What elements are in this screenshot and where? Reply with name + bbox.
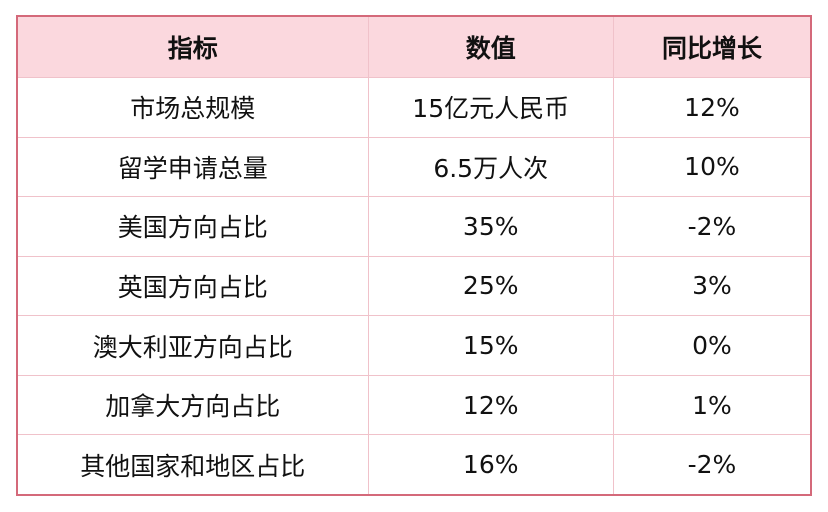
table-cell: 3%	[612, 255, 812, 317]
table-cell: 15亿元人民币	[367, 77, 614, 138]
table-cell: 15%	[367, 315, 614, 376]
column-header: 同比增长	[612, 15, 812, 78]
header-row: 指标 数值 同比增长	[16, 15, 812, 78]
table-row: 澳大利亚方向占比 15% 0%	[16, 315, 812, 376]
table-cell: -2%	[612, 196, 812, 257]
table-cell: 10%	[612, 136, 812, 198]
table-cell: 0%	[612, 315, 812, 376]
table-cell: 澳大利亚方向占比	[16, 315, 369, 376]
data-table: 指标 数值 同比增长 市场总规模 15亿元人民币 12% 留学申请总量 6.5万人次 10% 美…	[16, 15, 812, 496]
table-cell: -2%	[612, 434, 812, 496]
table-cell: 6.5万人次	[367, 136, 614, 198]
table-row: 英国方向占比 25% 3%	[16, 255, 812, 317]
table-cell: 加拿大方向占比	[16, 374, 369, 436]
column-header: 数值	[367, 15, 614, 78]
table-row: 美国方向占比 35% -2%	[16, 196, 812, 257]
table-row: 留学申请总量 6.5万人次 10%	[16, 136, 812, 198]
table-cell: 美国方向占比	[16, 196, 369, 257]
table-cell: 1%	[612, 374, 812, 436]
table-cell: 35%	[367, 196, 614, 257]
table-cell: 25%	[367, 255, 614, 317]
table-row: 加拿大方向占比 12% 1%	[16, 374, 812, 436]
table-cell: 16%	[367, 434, 614, 496]
table-cell: 其他国家和地区占比	[16, 434, 369, 496]
table-cell: 12%	[367, 374, 614, 436]
table-cell: 12%	[612, 77, 812, 138]
table-row: 其他国家和地区占比 16% -2%	[16, 434, 812, 496]
table-cell: 留学申请总量	[16, 136, 369, 198]
table-cell: 市场总规模	[16, 77, 369, 138]
table-cell: 英国方向占比	[16, 255, 369, 317]
table-row: 市场总规模 15亿元人民币 12%	[16, 77, 812, 138]
column-header: 指标	[16, 15, 369, 78]
